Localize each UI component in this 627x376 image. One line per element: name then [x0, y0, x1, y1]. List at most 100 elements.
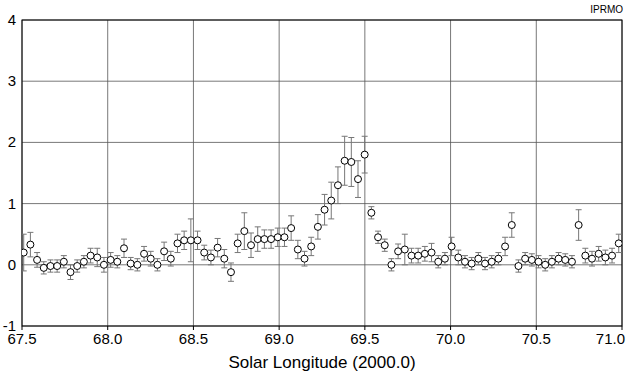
x-axis-label: Solar Longitude (2000.0)	[228, 353, 415, 372]
error-bar	[181, 231, 187, 249]
error-bar	[268, 230, 274, 248]
data-point	[174, 240, 181, 247]
data-point	[201, 249, 208, 256]
data-point	[294, 246, 301, 253]
error-bar	[281, 228, 287, 246]
error-bar	[248, 233, 254, 257]
chart: -10123467.568.068.569.069.570.070.571.0S…	[0, 0, 627, 376]
data-point	[114, 258, 121, 265]
data-point	[548, 258, 555, 265]
error-bar	[134, 259, 140, 271]
error-bar	[128, 257, 134, 269]
y-grid-line	[22, 142, 622, 143]
data-point	[488, 258, 495, 265]
data-point	[341, 157, 348, 164]
error-bar	[582, 248, 588, 263]
error-bar	[27, 232, 33, 256]
data-point	[221, 255, 228, 262]
error-bar	[261, 230, 267, 248]
data-point	[261, 236, 268, 243]
data-point	[154, 261, 161, 268]
error-bar	[168, 251, 174, 266]
data-point	[54, 263, 61, 270]
error-bar	[322, 194, 328, 225]
data-point	[100, 261, 107, 268]
error-bar	[542, 259, 548, 271]
y-tick-label: 0	[8, 256, 16, 273]
error-bar	[435, 256, 441, 268]
error-bar	[34, 253, 40, 268]
error-bar	[94, 248, 100, 266]
data-point	[361, 151, 368, 158]
data-point	[288, 225, 295, 232]
error-bar	[395, 244, 401, 259]
x-grid-line	[107, 20, 108, 326]
data-point	[522, 255, 529, 262]
error-bar	[449, 237, 455, 255]
error-bar	[241, 213, 247, 250]
data-point	[234, 240, 241, 247]
data-point	[595, 250, 602, 257]
data-group	[22, 136, 622, 281]
data-point	[435, 258, 442, 265]
data-point	[555, 255, 562, 262]
error-bar	[235, 234, 241, 252]
data-point	[441, 255, 448, 262]
data-point	[334, 182, 341, 189]
error-bar	[114, 256, 120, 268]
error-bar	[41, 262, 47, 274]
error-bar	[489, 256, 495, 268]
data-point	[161, 248, 168, 255]
error-bar	[221, 250, 227, 268]
data-point	[475, 255, 482, 262]
error-bar	[495, 253, 501, 265]
data-point	[589, 255, 596, 262]
error-bar	[549, 256, 555, 268]
data-point	[515, 263, 522, 270]
x-tick	[193, 326, 194, 330]
error-bar	[388, 259, 394, 271]
error-bar	[81, 256, 87, 268]
data-point	[268, 236, 275, 243]
data-point	[121, 245, 128, 252]
error-bar	[589, 251, 595, 266]
error-bar	[101, 257, 107, 272]
error-bar	[108, 253, 114, 268]
error-bar	[54, 260, 60, 272]
x-tick	[107, 326, 108, 330]
error-bar	[515, 260, 521, 272]
error-bar	[408, 248, 414, 263]
data-point	[27, 241, 34, 248]
data-point	[375, 234, 382, 241]
data-point	[328, 197, 335, 204]
data-point	[321, 206, 328, 213]
error-bar	[88, 248, 94, 263]
error-bar	[288, 216, 294, 240]
data-point	[34, 256, 41, 263]
error-bar	[375, 231, 381, 243]
x-grid-line	[279, 20, 280, 326]
error-bar	[556, 253, 562, 265]
data-point	[368, 209, 375, 216]
data-point	[40, 264, 47, 271]
data-point	[495, 255, 502, 262]
error-bar	[362, 136, 368, 173]
error-bar	[161, 242, 167, 260]
error-bar	[368, 207, 374, 219]
error-bar	[616, 234, 622, 252]
error-bar	[141, 246, 147, 261]
error-bar	[201, 245, 207, 260]
data-point	[348, 158, 355, 165]
data-point	[602, 254, 609, 261]
error-bar	[22, 234, 27, 271]
x-grid-line	[536, 20, 537, 326]
error-bar	[47, 260, 53, 272]
error-bar	[529, 254, 535, 266]
data-point	[528, 256, 535, 263]
data-point	[22, 249, 27, 256]
error-bar	[121, 239, 127, 257]
error-bar	[382, 239, 388, 251]
error-bar	[509, 213, 515, 237]
x-grid-line	[193, 20, 194, 326]
data-point	[461, 258, 468, 265]
